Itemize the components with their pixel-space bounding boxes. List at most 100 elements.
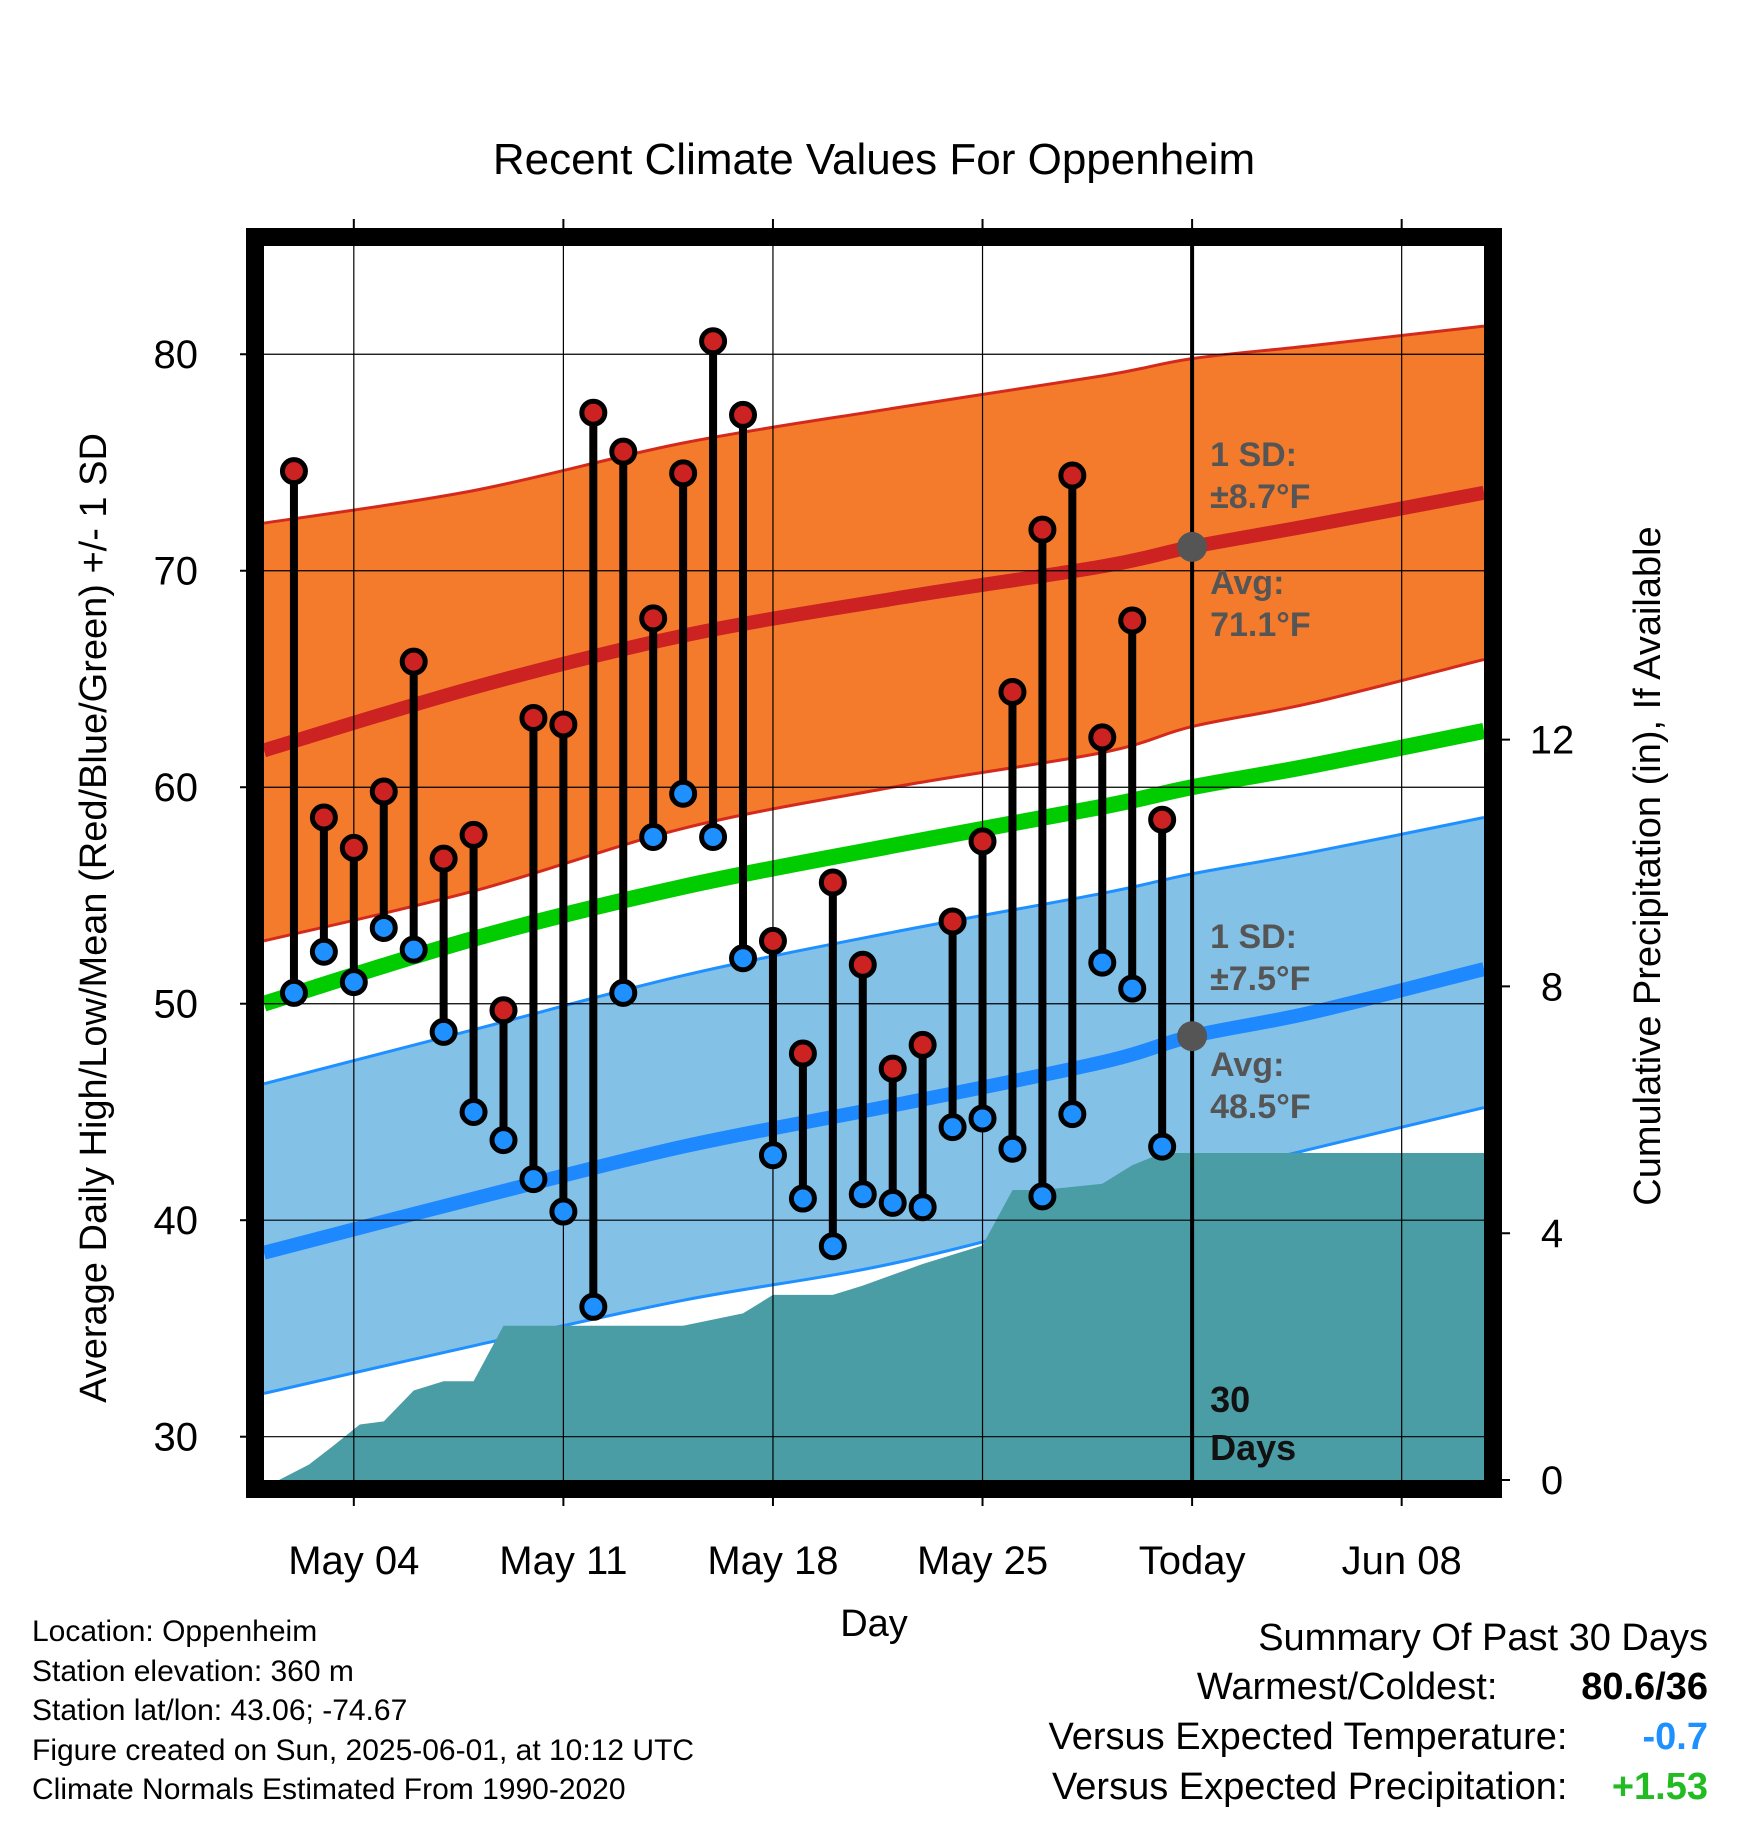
latlon-text: Station lat/lon: 43.06; -74.67: [32, 1694, 408, 1727]
daily-high-point: [429, 844, 458, 873]
daily-high-point: [369, 777, 398, 806]
y2-tick-label: 12: [1530, 719, 1575, 763]
daily-low-point: [309, 937, 338, 966]
daily-low-point: [878, 1188, 907, 1217]
y-tick-label: 40: [154, 1199, 199, 1243]
daily-low-point: [818, 1232, 847, 1261]
daily-low-point: [1148, 1132, 1177, 1161]
daily-high-point: [1088, 723, 1117, 752]
y-tick-label: 80: [154, 333, 199, 377]
daily-high-point: [998, 677, 1027, 706]
x-tick-label: May 04: [288, 1539, 419, 1583]
summary-title: Summary Of Past 30 Days: [1258, 1617, 1708, 1659]
normal-mean-line: [264, 723, 1484, 1012]
daily-high-point: [609, 437, 638, 466]
daily-low-point: [639, 823, 668, 852]
daily-low-point: [279, 978, 308, 1007]
daily-low-point: [429, 1017, 458, 1046]
daily-high-point: [669, 459, 698, 488]
daily-low-point: [968, 1104, 997, 1133]
days-window-number: 30: [1210, 1379, 1250, 1420]
daily-high-point: [1118, 606, 1147, 635]
summary-temp-row: Versus Expected Temperature: -0.7: [1049, 1712, 1708, 1762]
days-window-label: Days: [1210, 1427, 1296, 1468]
daily-high-point: [639, 604, 668, 633]
y2-tick-label: 8: [1541, 965, 1563, 1009]
low-sd-upper-line: [264, 816, 1484, 1086]
normals-text: Climate Normals Estimated From 1990-2020: [32, 1773, 626, 1806]
x-axis-title: Day: [840, 1603, 908, 1645]
daily-high-point: [1148, 805, 1177, 834]
avg-low-marker: [1177, 1021, 1208, 1052]
daily-high-point: [339, 833, 368, 862]
summary-warmest-row: Warmest/Coldest: 80.6/36: [1049, 1662, 1708, 1712]
precip-area: [279, 1153, 1484, 1480]
daily-low-point: [1118, 974, 1147, 1003]
x-tick-label: May 11: [499, 1539, 627, 1583]
high-avg-label: Avg:: [1210, 564, 1284, 602]
location-text: Location: Oppenheim: [32, 1615, 318, 1648]
daily-low-point: [399, 935, 428, 964]
daily-low-point: [669, 779, 698, 808]
daily-low-point: [908, 1193, 937, 1222]
daily-high-point: [788, 1039, 817, 1068]
y2-tick-label: 4: [1541, 1212, 1563, 1256]
daily-low-point: [998, 1134, 1027, 1163]
daily-high-point: [489, 996, 518, 1025]
avg-high-marker: [1177, 531, 1208, 562]
daily-high-point: [878, 1054, 907, 1083]
low-sd-lower-line: [264, 1106, 1484, 1395]
daily-low-point: [609, 978, 638, 1007]
low-avg-value: 48.5°F: [1210, 1088, 1311, 1126]
daily-high-point: [1058, 461, 1087, 490]
daily-low-point: [579, 1292, 608, 1321]
summary-precip-row: Versus Expected Precipitation: +1.53: [1049, 1762, 1708, 1812]
warmest-label: Warmest/Coldest:: [1196, 1666, 1498, 1708]
station-info: Location: Oppenheim Station elevation: 3…: [32, 1612, 694, 1810]
x-tick-label: Jun 08: [1342, 1539, 1462, 1583]
x-tick-label: May 25: [917, 1539, 1048, 1583]
temp-value: -0.7: [1642, 1716, 1708, 1758]
plot-frame: [246, 228, 1502, 1498]
daily-high-point: [848, 950, 877, 979]
daily-high-point: [699, 327, 728, 356]
daily-low-point: [699, 823, 728, 852]
daily-low-point: [729, 944, 758, 973]
daily-high-point: [968, 827, 997, 856]
daily-high-point: [459, 820, 488, 849]
daily-low-point: [459, 1097, 488, 1126]
x-tick-label: Today: [1139, 1539, 1246, 1583]
chart-title: Recent Climate Values For Oppenheim: [493, 135, 1255, 184]
daily-high-point: [579, 398, 608, 427]
summary-panel: Summary Of Past 30 Days Warmest/Coldest:…: [1049, 1614, 1708, 1812]
high-sd-value: ±8.7°F: [1210, 478, 1310, 516]
normal-high-line: [264, 485, 1484, 758]
y-tick-label: 50: [154, 983, 199, 1027]
plot-inner: [264, 246, 1484, 1480]
warmest-value: 80.6/36: [1581, 1666, 1708, 1708]
y-tick-label: 70: [154, 550, 199, 594]
low-sd-value: ±7.5°F: [1210, 960, 1310, 998]
daily-high-point: [758, 926, 787, 955]
daily-low-point: [369, 913, 398, 942]
daily-high-point: [1028, 515, 1057, 544]
daily-low-point: [519, 1165, 548, 1194]
precip-value: +1.53: [1611, 1766, 1708, 1808]
daily-low-point: [549, 1197, 578, 1226]
high-sd-lower-line: [264, 658, 1484, 943]
daily-high-point: [818, 868, 847, 897]
daily-high-point: [279, 457, 308, 486]
high-sd-label: 1 SD:: [1210, 436, 1297, 474]
daily-high-point: [729, 400, 758, 429]
daily-low-point: [1028, 1182, 1057, 1211]
normal-low-line: [264, 962, 1484, 1260]
daily-low-point: [758, 1141, 787, 1170]
daily-high-point: [938, 907, 967, 936]
low-avg-label: Avg:: [1210, 1046, 1284, 1084]
created-text: Figure created on Sun, 2025-06-01, at 10…: [32, 1733, 695, 1767]
y2-tick-label: 0: [1541, 1459, 1563, 1503]
daily-low-point: [339, 968, 368, 997]
daily-low-point: [1058, 1100, 1087, 1129]
daily-low-point: [848, 1180, 877, 1209]
